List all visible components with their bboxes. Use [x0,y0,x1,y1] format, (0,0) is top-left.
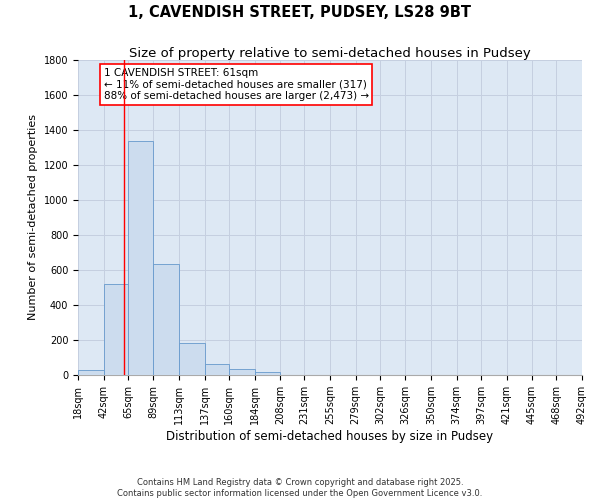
Text: 1, CAVENDISH STREET, PUDSEY, LS28 9BT: 1, CAVENDISH STREET, PUDSEY, LS28 9BT [128,5,472,20]
Text: Contains HM Land Registry data © Crown copyright and database right 2025.
Contai: Contains HM Land Registry data © Crown c… [118,478,482,498]
X-axis label: Distribution of semi-detached houses by size in Pudsey: Distribution of semi-detached houses by … [166,430,494,443]
Bar [104,284,128,375]
Y-axis label: Number of semi-detached properties: Number of semi-detached properties [28,114,38,320]
Text: 1 CAVENDISH STREET: 61sqm
← 11% of semi-detached houses are smaller (317)
88% of: 1 CAVENDISH STREET: 61sqm ← 11% of semi-… [104,68,368,101]
Bar [205,364,229,375]
Bar [229,369,254,375]
Bar [78,370,104,375]
Title: Size of property relative to semi-detached houses in Pudsey: Size of property relative to semi-detach… [129,47,531,60]
Bar [254,372,280,375]
Bar [128,140,154,375]
Bar [154,264,179,375]
Bar [179,342,205,375]
